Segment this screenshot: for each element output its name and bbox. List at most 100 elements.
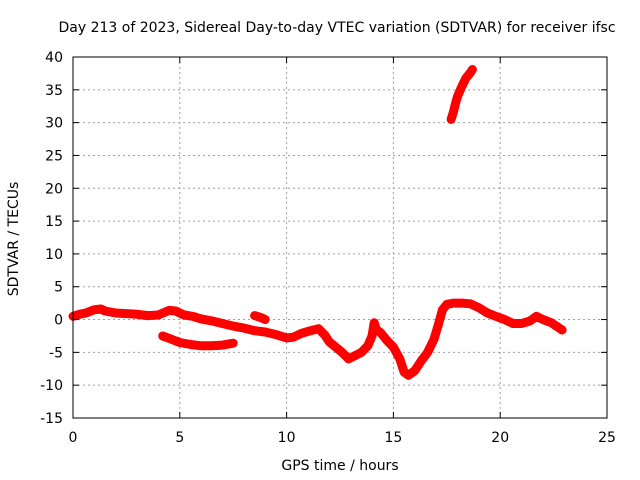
- data-point-marker: [297, 329, 306, 338]
- x-tick-label: 15: [384, 430, 402, 446]
- x-tick-label: 20: [491, 430, 509, 446]
- data-point-marker: [438, 305, 447, 314]
- data-series: [68, 65, 567, 380]
- data-point-marker: [466, 299, 475, 308]
- y-tick-label: 5: [54, 280, 63, 296]
- data-point-marker: [410, 366, 419, 375]
- data-point-marker: [229, 339, 238, 348]
- data-point-marker: [96, 305, 105, 314]
- y-tick-label: 0: [54, 313, 63, 329]
- data-point-marker: [370, 318, 379, 327]
- data-point-marker: [453, 92, 462, 101]
- data-point-marker: [101, 307, 110, 316]
- series-trace: [446, 65, 477, 124]
- y-tick-label: 35: [45, 83, 63, 99]
- data-point-marker: [547, 318, 556, 327]
- data-point-marker: [218, 341, 227, 350]
- data-point-marker: [558, 326, 567, 335]
- data-point-marker: [261, 315, 270, 324]
- data-point-marker: [449, 299, 458, 308]
- y-tick-label: 30: [45, 116, 63, 132]
- data-point-marker: [404, 371, 413, 380]
- series-trace: [68, 298, 567, 380]
- data-point-marker: [338, 348, 347, 357]
- data-point-marker: [229, 322, 238, 331]
- data-point-marker: [158, 331, 167, 340]
- data-point-marker: [400, 368, 409, 377]
- y-tick-label: 15: [45, 214, 63, 230]
- plot-frame: [72, 56, 608, 419]
- data-point-marker: [143, 311, 152, 320]
- x-tick-label: 10: [278, 430, 296, 446]
- data-point-marker: [526, 316, 535, 325]
- y-tick-label: 20: [45, 181, 63, 197]
- data-point-marker: [483, 308, 492, 317]
- data-point-marker: [75, 310, 84, 319]
- data-point-marker: [271, 330, 280, 339]
- data-point-marker: [538, 315, 547, 324]
- data-point-marker: [457, 82, 466, 91]
- data-point-marker: [81, 308, 90, 317]
- data-point-marker: [197, 341, 206, 350]
- y-tick-label: 40: [45, 50, 63, 66]
- y-tick-label: 10: [45, 247, 63, 263]
- data-point-marker: [111, 308, 120, 317]
- data-point-marker: [434, 320, 443, 329]
- data-point-marker: [197, 314, 206, 323]
- data-point-marker: [500, 315, 509, 324]
- data-point-marker: [175, 338, 184, 347]
- data-point-marker: [451, 100, 460, 109]
- x-tick-label: 0: [69, 430, 78, 446]
- data-point-marker: [171, 307, 180, 316]
- data-point-marker: [382, 336, 391, 345]
- data-point-marker: [372, 325, 381, 334]
- x-tick-label: 25: [598, 430, 616, 446]
- data-point-marker: [207, 316, 216, 325]
- data-point-marker: [417, 356, 426, 365]
- data-point-marker: [122, 309, 131, 318]
- data-point-marker: [321, 331, 330, 340]
- data-point-marker: [289, 333, 298, 342]
- y-axis-title: SDTVAR / TECUs: [6, 182, 22, 297]
- data-point-marker: [207, 341, 216, 350]
- data-point-marker: [344, 354, 353, 363]
- data-point-marker: [239, 324, 248, 333]
- y-tick-label: 25: [45, 148, 63, 164]
- data-point-marker: [395, 354, 404, 363]
- data-point-marker: [474, 303, 483, 312]
- data-point-marker: [462, 74, 471, 83]
- x-axis-title: GPS time / hours: [281, 458, 398, 474]
- data-point-marker: [491, 312, 500, 321]
- data-point-marker: [331, 343, 340, 352]
- data-point-marker: [154, 310, 163, 319]
- data-point-marker: [350, 351, 359, 360]
- data-point-marker: [442, 300, 451, 309]
- data-point-marker: [186, 340, 195, 349]
- data-point-marker: [429, 335, 438, 344]
- axis-ticks: 0 5 10 15 20 25 -15 -10 -5 0 5 10 15 20 25 30 35 40: [40, 50, 616, 446]
- data-point-marker: [457, 299, 466, 308]
- data-point-marker: [167, 335, 176, 344]
- data-point-marker: [314, 324, 323, 333]
- data-point-marker: [447, 115, 456, 124]
- data-point-marker: [357, 348, 366, 357]
- data-point-marker: [389, 343, 398, 352]
- data-point-marker: [468, 65, 477, 74]
- data-point-marker: [256, 313, 265, 322]
- data-point-marker: [218, 319, 227, 328]
- y-tick-label: -15: [40, 411, 63, 427]
- data-point-marker: [363, 341, 372, 350]
- data-point-marker: [449, 108, 458, 117]
- y-tick-label: -10: [40, 378, 63, 394]
- data-point-marker: [188, 312, 197, 321]
- data-point-marker: [423, 348, 432, 357]
- y-tick-label: -5: [49, 345, 63, 361]
- grid-lines: [73, 57, 607, 418]
- chart-title: Day 213 of 2023, Sidereal Day-to-day VTE…: [58, 20, 615, 36]
- data-point-marker: [250, 311, 259, 320]
- data-point-marker: [517, 319, 526, 328]
- data-point-marker: [250, 326, 259, 335]
- data-point-marker: [532, 312, 541, 321]
